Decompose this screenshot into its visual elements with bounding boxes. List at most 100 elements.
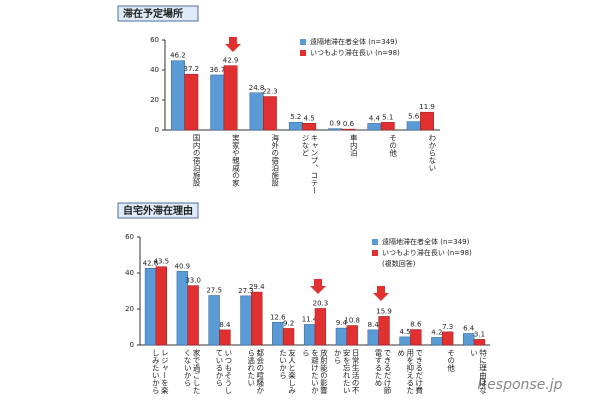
value-label: 9.4: [336, 319, 348, 327]
bar: [240, 295, 252, 346]
value-label: 7.3: [442, 323, 453, 331]
value-label: 8.6: [410, 321, 422, 329]
value-label: 8.4: [368, 321, 380, 329]
bar: [251, 291, 263, 346]
x-tick-label: レジャーを楽しみたいから: [151, 349, 170, 394]
bar: [367, 329, 379, 346]
x-tick-label: 都会の喧騒から逃れたい: [246, 349, 265, 394]
bar: [272, 322, 284, 346]
value-label: 3.1: [474, 330, 485, 338]
x-tick-label: その他: [388, 134, 398, 157]
value-label: 11.9: [419, 103, 435, 111]
value-label: 5.2: [290, 113, 301, 121]
note: (複数回答): [382, 259, 416, 268]
bar: [378, 316, 390, 346]
arrow: [310, 279, 326, 294]
value-label: 0.9: [330, 120, 341, 128]
value-label: 8.4: [219, 321, 231, 329]
legend-swatch: [300, 50, 306, 56]
legend-label: 遠隔地滞在者全体 (n=349): [310, 37, 398, 46]
x-tick-label: できるだけ費用を抑えるため: [396, 349, 424, 394]
legend-swatch: [372, 239, 378, 245]
bar: [302, 123, 317, 131]
bar: [335, 327, 348, 346]
bar: [219, 329, 231, 346]
chart-title: 滞在予定場所: [123, 7, 183, 20]
bar: [208, 295, 220, 346]
legend-label: いつもより滞在長い (n=98): [310, 48, 400, 57]
bar: [341, 128, 356, 131]
legend-label: 遠隔地滞在者全体 (n=349): [382, 237, 470, 246]
value-label: 10.8: [344, 317, 360, 325]
value-label: 5.1: [382, 113, 393, 121]
bar: [380, 122, 395, 131]
value-label: 36.7: [209, 66, 225, 74]
x-tick-label: 特に理由はない: [469, 349, 488, 394]
value-label: 15.9: [376, 307, 392, 315]
x-tick-label: できるだけ節電するため: [373, 349, 392, 394]
legend-swatch: [300, 39, 306, 45]
value-label: 11.4: [302, 315, 318, 323]
y-tick-label: 20: [125, 305, 134, 313]
y-tick-label: 60: [150, 36, 159, 44]
value-label: 0.6: [343, 120, 355, 128]
value-label: 42.9: [223, 57, 239, 65]
y-tick-label: 40: [125, 269, 134, 277]
x-tick-label: その他: [446, 349, 456, 372]
bar: [463, 333, 475, 346]
watermark: Response.jp: [477, 377, 562, 393]
x-tick-label: 友人と楽しみたいから: [278, 349, 297, 394]
value-label: 5.6: [408, 113, 420, 121]
bar: [288, 121, 303, 131]
bar: [328, 128, 343, 131]
value-label: 33.0: [185, 277, 201, 285]
bar: [473, 339, 486, 346]
y-tick-label: 60: [125, 233, 134, 241]
x-tick-label: 国内の宿泊施設: [192, 134, 202, 187]
arrow: [225, 37, 241, 52]
bar: [399, 336, 411, 346]
x-tick-label: 車内泊: [349, 134, 359, 157]
value-label: 24.8: [249, 84, 265, 92]
value-label: 4.4: [369, 114, 381, 122]
y-tick-label: 0: [155, 126, 159, 134]
value-label: 12.6: [270, 313, 286, 321]
title-box: [117, 5, 199, 22]
x-tick-label: 実家や親戚の家: [231, 134, 241, 187]
value-label: 4.5: [304, 114, 315, 122]
arrow: [373, 286, 389, 301]
value-label: 43.5: [154, 258, 170, 266]
value-label: 22.3: [262, 88, 278, 96]
x-tick-label: 海外の宿泊施設: [270, 134, 280, 187]
legend-label: いつもより滞在長い (n=98): [382, 248, 472, 257]
value-label: 6.4: [463, 324, 475, 332]
value-label: 9.2: [283, 319, 294, 327]
x-tick-label: 日常生活の不安を忘れたいから: [333, 349, 361, 394]
title-box: [117, 202, 199, 219]
bar: [420, 111, 434, 131]
value-label: 29.4: [249, 283, 265, 291]
bar: [155, 266, 167, 346]
bar: [442, 331, 454, 346]
y-tick-label: 20: [150, 96, 159, 104]
bar: [282, 328, 295, 346]
value-label: 46.2: [170, 52, 186, 60]
value-label: 4.2: [431, 328, 442, 336]
bar: [406, 121, 421, 131]
bar: [314, 308, 327, 346]
bar: [346, 325, 358, 346]
x-tick-label: 家で過ごしたくないから: [183, 349, 202, 394]
y-tick-label: 40: [150, 66, 159, 74]
bar: [210, 74, 225, 131]
legend-swatch: [372, 250, 378, 256]
bar: [303, 324, 316, 346]
bar: [262, 96, 277, 131]
value-label: 4.5: [399, 328, 410, 336]
value-label: 40.9: [175, 262, 191, 270]
x-tick-label: 放射能の影響を避けたいから: [301, 349, 329, 394]
value-label: 20.3: [313, 299, 329, 307]
value-label: 27.5: [206, 287, 222, 295]
value-label: 42.6: [143, 259, 159, 267]
